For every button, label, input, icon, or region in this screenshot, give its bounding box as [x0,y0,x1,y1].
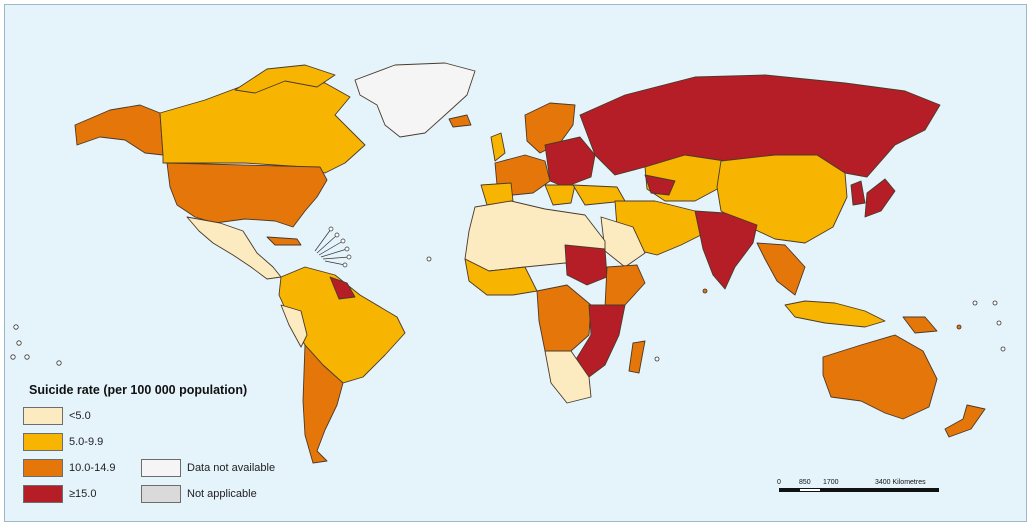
region-canada [159,76,366,174]
island-marker [10,354,16,360]
island-marker [702,288,708,294]
legend-swatch [23,407,63,425]
region-papua-new-guinea [902,316,938,334]
island-marker [1000,346,1006,352]
region-eastern-europe [544,136,596,188]
legend-label: ≥15.0 [69,488,97,500]
region-iceland [448,114,472,128]
island-marker [996,320,1002,326]
legend-title: Suicide rate (per 100 000 population) [29,383,248,397]
legend: Suicide rate (per 100 000 population) <5… [23,383,323,513]
legend-swatch [23,485,63,503]
island-marker [16,340,22,346]
scale-tick-3400: 3400 Kilometres [875,479,926,486]
region-china-mongolia [716,154,848,244]
island-marker [56,360,62,366]
region-balkans [544,184,576,206]
region-korea-japan [850,178,896,218]
region-australia [822,334,938,420]
region-east-africa [574,304,626,378]
island-marker [992,300,998,306]
scale-tick-850: 850 [799,479,811,486]
region-mexico-central-america [186,216,282,280]
region-new-zealand [944,404,986,438]
legend-label: Data not available [187,462,276,474]
region-alaska [74,104,164,156]
legend-label: 10.0-14.9 [69,462,116,474]
region-usa [166,162,328,228]
region-ethiopia-horn [604,264,646,308]
legend-swatch [23,433,63,451]
island-marker [426,256,432,262]
legend-label: <5.0 [69,410,91,422]
island-marker [972,300,978,306]
island-marker [956,324,962,330]
region-kazakhstan-area [644,174,676,196]
legend-swatch [141,459,181,477]
region-caribbean [266,236,302,246]
island-marker [24,354,30,360]
region-west-africa [464,258,538,296]
region-canada-islands [234,64,336,94]
region-greenland [354,62,476,138]
region-iberia [480,182,514,206]
island-marker [13,324,19,330]
region-indonesia [784,300,886,328]
caribbean-callouts [314,226,352,268]
map-svg [10,62,1006,464]
region-central-africa [536,284,592,352]
island-marker [654,356,660,362]
region-uk [490,132,506,162]
world-map: Suicide rate (per 100 000 population) <5… [4,4,1027,522]
legend-swatch [23,459,63,477]
legend-label: Not applicable [187,488,257,500]
scale-track [779,488,939,492]
region-scandinavia [524,102,576,154]
region-guyana-suriname [329,276,356,300]
region-southern-cone [302,344,344,464]
scale-segment [820,489,938,491]
region-sudan [564,244,608,286]
legend-swatch [141,485,181,503]
legend-label: 5.0-9.9 [69,436,104,448]
scale-tick-0: 0 [777,479,781,486]
region-southeast-asia [756,242,806,296]
scale-tick-1700: 1700 [823,479,839,486]
scale-segment [780,489,800,491]
region-southern-africa [544,350,592,404]
region-india [694,210,758,290]
scale-bar: 0 850 1700 3400 Kilometres [775,479,955,503]
region-peru-bolivia [280,304,308,348]
region-madagascar [628,340,646,374]
